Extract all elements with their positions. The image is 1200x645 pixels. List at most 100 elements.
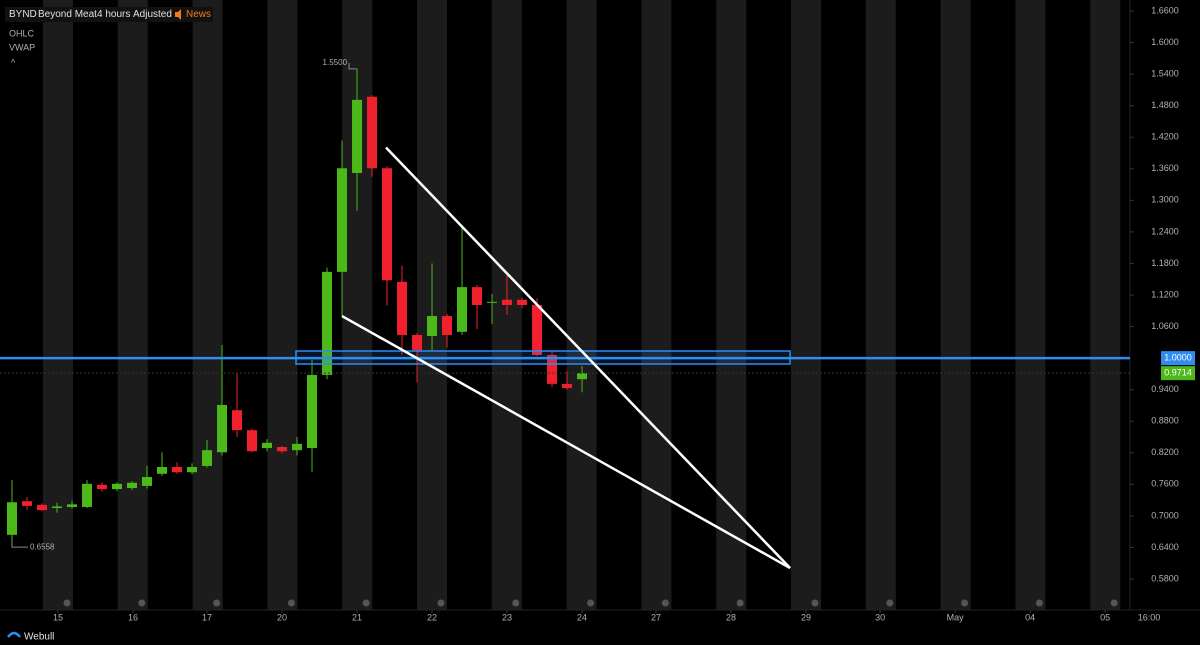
- candle-body: [127, 482, 138, 489]
- candle-body: [367, 96, 378, 169]
- session-band: [641, 0, 672, 610]
- candle-body: [37, 504, 48, 511]
- header-bar: [5, 7, 213, 22]
- interval[interactable]: 4 hours: [97, 9, 130, 20]
- candle-body: [562, 383, 573, 389]
- y-tick-label: 1.5400: [1151, 68, 1179, 78]
- event-dot: [1035, 599, 1043, 607]
- event-dot: [512, 599, 520, 607]
- x-tick-label: 21: [352, 612, 362, 622]
- news[interactable]: News: [186, 9, 211, 20]
- candle-body: [277, 447, 288, 452]
- price-tag: [1161, 351, 1195, 366]
- last-price-tag: [1161, 366, 1195, 381]
- x-tick-label: 24: [577, 612, 587, 622]
- candle-body: [232, 410, 243, 431]
- y-tick-label: 0.7000: [1151, 510, 1179, 520]
- session-band: [791, 0, 821, 610]
- candle-body: [502, 299, 513, 305]
- candle-body: [532, 305, 543, 355]
- candle-body: [142, 476, 153, 486]
- trend-line: [385, 146, 791, 569]
- last-price-label: 0.9714: [1164, 368, 1192, 378]
- session-band: [192, 0, 223, 610]
- session-band: [940, 0, 971, 610]
- candle-body: [487, 301, 498, 303]
- y-tick-label: 0.8200: [1151, 447, 1179, 457]
- event-dot: [213, 599, 221, 607]
- event-dot: [886, 599, 894, 607]
- news-icon: [175, 9, 181, 20]
- event-dot: [661, 599, 669, 607]
- x-tick-label: 16: [128, 612, 138, 622]
- collapse[interactable]: ^: [11, 57, 16, 67]
- candle-body: [412, 334, 423, 351]
- adjust[interactable]: Adjusted: [133, 9, 172, 20]
- event-dot: [811, 599, 819, 607]
- y-tick-label: 1.3000: [1151, 195, 1179, 205]
- event-dot: [587, 599, 595, 607]
- candle-body: [337, 168, 348, 272]
- event-dot: [63, 599, 71, 607]
- y-tick-label: 0.5800: [1151, 573, 1179, 583]
- candle-body: [322, 271, 333, 375]
- indicator[interactable]: VWAP: [9, 42, 35, 52]
- candle-body: [262, 442, 273, 449]
- x-tick-label: May: [947, 612, 965, 622]
- candle-body: [202, 450, 213, 466]
- x-tick-label: 28: [726, 612, 736, 622]
- session-band: [117, 0, 148, 610]
- y-tick-label: 1.6000: [1151, 37, 1179, 47]
- company: Beyond Meat: [38, 9, 97, 20]
- event-dot: [437, 599, 445, 607]
- session-band: [267, 0, 298, 610]
- indicator[interactable]: OHLC: [9, 28, 35, 38]
- x-tick-label: 04: [1025, 612, 1035, 622]
- event-dot: [961, 599, 969, 607]
- candle-body: [187, 466, 198, 473]
- y-tick-label: 1.0600: [1151, 321, 1179, 331]
- high-label: 1.5500: [323, 58, 348, 67]
- logo: [7, 631, 21, 638]
- y-tick-label: 1.3600: [1151, 163, 1179, 173]
- candle-body: [172, 466, 183, 473]
- x-tick-label: 22: [427, 612, 437, 622]
- candle-body: [217, 404, 228, 453]
- candle-body: [472, 287, 483, 305]
- y-tick-label: 1.4200: [1151, 132, 1179, 142]
- candle-body: [307, 374, 318, 449]
- low-label: 0.6558: [30, 542, 55, 551]
- candle-body: [52, 506, 63, 509]
- candle-body: [22, 501, 33, 506]
- candle-body: [157, 466, 168, 474]
- y-tick-label: 1.2400: [1151, 226, 1179, 236]
- event-dot: [736, 599, 744, 607]
- session-band: [865, 0, 896, 610]
- candle-body: [547, 354, 558, 384]
- candle-body: [577, 373, 588, 380]
- y-tick-label: 0.7600: [1151, 479, 1179, 489]
- x-tick-label: 17: [202, 612, 212, 622]
- candle-body: [7, 502, 18, 535]
- symbol[interactable]: BYND: [9, 9, 37, 20]
- candle-body: [427, 316, 438, 337]
- high-marker: [348, 62, 358, 70]
- candle-body: [82, 483, 93, 507]
- session-band: [1090, 0, 1121, 610]
- candle-body: [352, 99, 363, 173]
- candle-body: [517, 299, 528, 305]
- session-band: [1015, 0, 1046, 610]
- session-band: [566, 0, 597, 610]
- x-tick-label: 29: [801, 612, 811, 622]
- event-dot: [287, 599, 295, 607]
- event-dot: [1110, 599, 1118, 607]
- candle-body: [382, 168, 393, 281]
- event-dot: [138, 599, 146, 607]
- x-tick-label: 23: [502, 612, 512, 622]
- y-tick-label: 1.4800: [1151, 100, 1179, 110]
- session-band: [43, 0, 73, 610]
- y-tick-label: 0.8800: [1151, 416, 1179, 426]
- trend-line: [341, 314, 791, 570]
